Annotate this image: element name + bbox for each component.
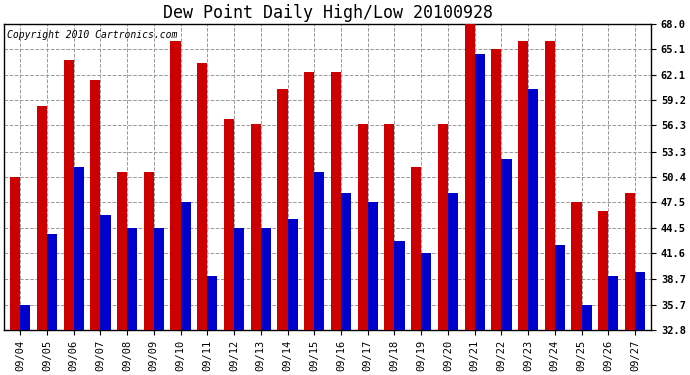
Text: Copyright 2010 Cartronics.com: Copyright 2010 Cartronics.com (8, 30, 178, 40)
Bar (571, 202, 582, 330)
Bar (491, 49, 502, 330)
Bar (475, 54, 485, 330)
Bar (144, 172, 154, 330)
Bar (47, 234, 57, 330)
Bar (277, 89, 288, 330)
Bar (181, 202, 190, 330)
Bar (234, 228, 244, 330)
Bar (74, 167, 83, 330)
Bar (357, 124, 368, 330)
Bar (368, 202, 378, 330)
Bar (502, 159, 511, 330)
Bar (90, 80, 101, 330)
Bar (63, 60, 74, 330)
Bar (37, 106, 47, 330)
Bar (555, 246, 565, 330)
Bar (421, 254, 431, 330)
Bar (250, 124, 261, 330)
Bar (609, 276, 618, 330)
Bar (544, 41, 555, 330)
Bar (582, 304, 592, 330)
Bar (197, 63, 207, 330)
Bar (384, 124, 395, 330)
Bar (207, 276, 217, 330)
Bar (598, 211, 609, 330)
Bar (464, 24, 475, 330)
Bar (101, 215, 110, 330)
Bar (170, 41, 181, 330)
Bar (127, 228, 137, 330)
Bar (288, 219, 297, 330)
Bar (528, 89, 538, 330)
Bar (331, 72, 341, 330)
Bar (224, 119, 234, 330)
Bar (20, 304, 30, 330)
Bar (117, 172, 127, 330)
Bar (395, 241, 404, 330)
Bar (625, 194, 635, 330)
Bar (10, 177, 20, 330)
Bar (341, 194, 351, 330)
Bar (411, 167, 421, 330)
Bar (518, 41, 528, 330)
Title: Dew Point Daily High/Low 20100928: Dew Point Daily High/Low 20100928 (163, 4, 493, 22)
Bar (304, 72, 314, 330)
Bar (448, 194, 458, 330)
Bar (314, 172, 324, 330)
Bar (635, 272, 645, 330)
Bar (154, 228, 164, 330)
Bar (437, 124, 448, 330)
Bar (261, 228, 271, 330)
